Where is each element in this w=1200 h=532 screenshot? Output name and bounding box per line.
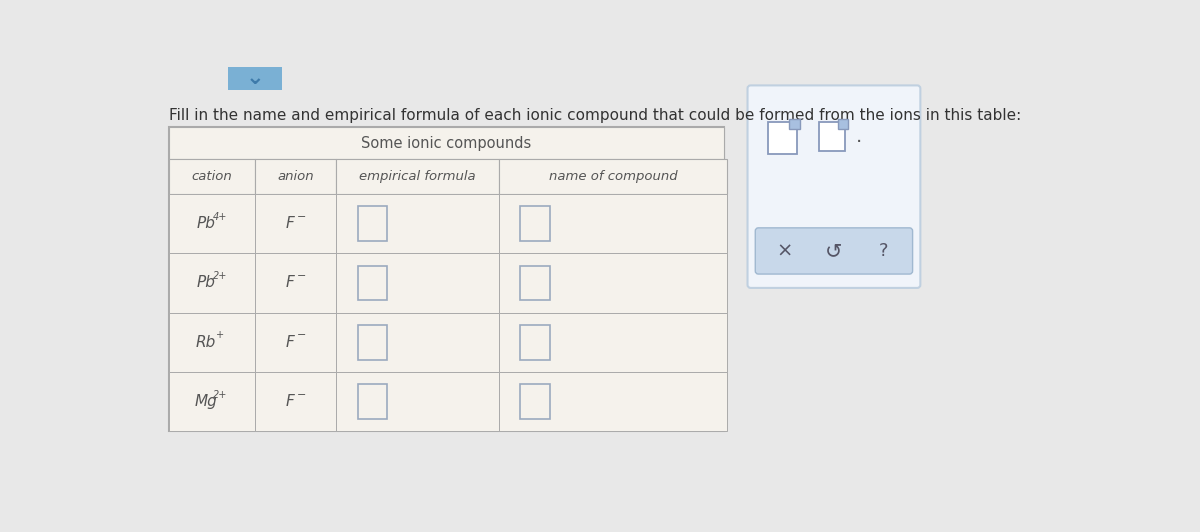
Bar	[499, 159, 727, 194]
Text: ×: ×	[776, 242, 792, 261]
Text: F: F	[286, 394, 294, 409]
Text: 4+: 4+	[212, 212, 227, 222]
Text: Pb: Pb	[197, 216, 215, 231]
Text: .: .	[856, 127, 863, 146]
Bar	[169, 127, 724, 431]
Text: +: +	[216, 330, 224, 340]
Bar	[254, 372, 336, 431]
Bar	[228, 67, 282, 90]
Text: F: F	[286, 216, 294, 231]
Bar	[169, 372, 254, 431]
Text: ?: ?	[880, 242, 888, 260]
Bar	[521, 265, 550, 300]
Bar	[499, 253, 727, 313]
Text: −: −	[296, 271, 306, 281]
Bar	[818, 122, 845, 151]
Text: 2+: 2+	[212, 389, 227, 400]
Bar	[254, 313, 336, 372]
Bar	[336, 253, 499, 313]
Text: ↺: ↺	[826, 241, 842, 261]
Bar	[521, 325, 550, 360]
Text: Pb: Pb	[197, 276, 215, 290]
Text: Mg: Mg	[194, 394, 217, 409]
Bar	[169, 194, 254, 253]
Text: ⌄: ⌄	[245, 69, 264, 88]
Text: empirical formula: empirical formula	[359, 170, 475, 183]
Bar	[358, 384, 388, 419]
Bar	[254, 194, 336, 253]
Bar	[254, 159, 336, 194]
Bar	[336, 159, 499, 194]
Text: 2+: 2+	[212, 271, 227, 281]
Text: Rb: Rb	[196, 335, 216, 350]
Text: F: F	[286, 276, 294, 290]
Bar	[499, 194, 727, 253]
Text: −: −	[296, 389, 306, 400]
FancyBboxPatch shape	[748, 86, 920, 288]
Bar	[768, 122, 797, 154]
Bar	[521, 206, 550, 241]
Bar	[499, 372, 727, 431]
Text: −: −	[296, 212, 306, 222]
Bar	[169, 313, 254, 372]
Bar	[358, 325, 388, 360]
Text: Some ionic compounds: Some ionic compounds	[361, 136, 532, 151]
Bar	[336, 194, 499, 253]
Text: cation: cation	[192, 170, 233, 183]
Text: name of compound: name of compound	[548, 170, 677, 183]
Bar	[358, 265, 388, 300]
Bar	[358, 206, 388, 241]
Bar	[499, 313, 727, 372]
Bar	[254, 253, 336, 313]
Bar	[336, 372, 499, 431]
Text: Fill in the name and empirical formula of each ionic compound that could be form: Fill in the name and empirical formula o…	[169, 108, 1021, 123]
Bar	[790, 119, 800, 129]
Text: F: F	[286, 335, 294, 350]
Bar	[169, 253, 254, 313]
Bar	[336, 313, 499, 372]
Bar	[169, 127, 724, 159]
Text: anion: anion	[277, 170, 313, 183]
Text: −: −	[296, 330, 306, 340]
Bar	[169, 159, 254, 194]
FancyBboxPatch shape	[755, 228, 913, 274]
Bar	[839, 119, 847, 129]
Bar	[521, 384, 550, 419]
